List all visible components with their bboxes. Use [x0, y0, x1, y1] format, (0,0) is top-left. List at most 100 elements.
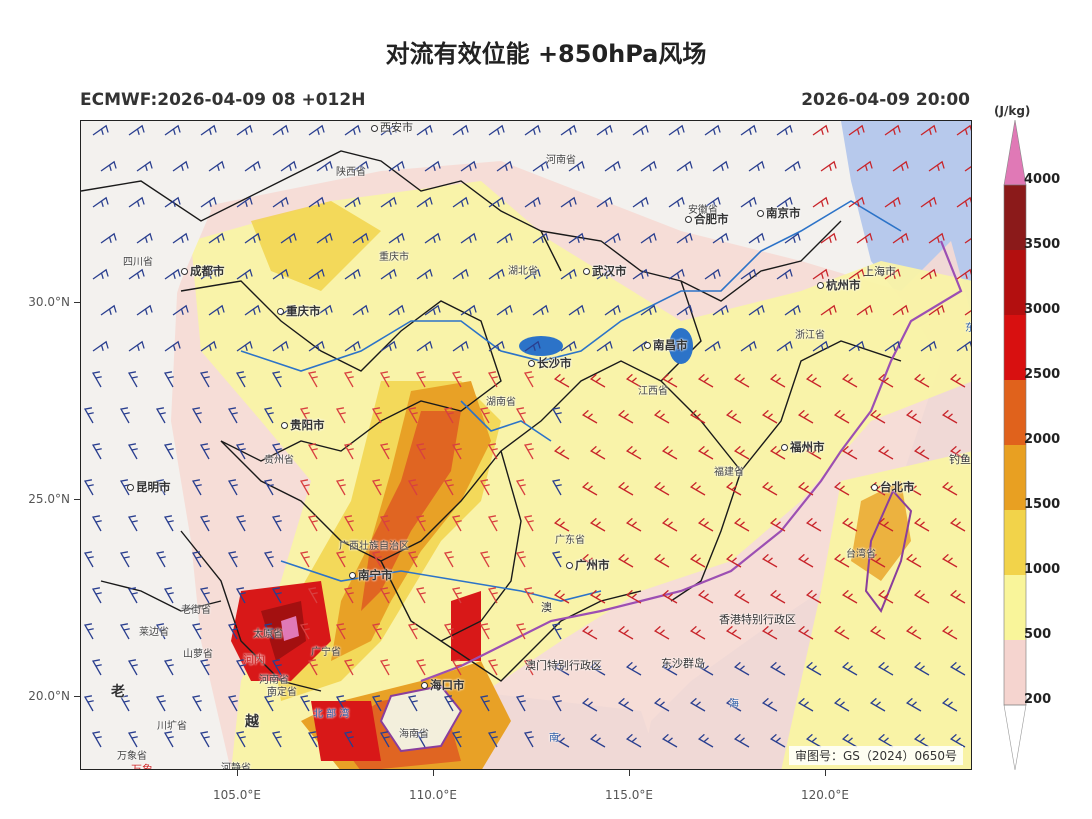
wind-barb — [343, 515, 354, 532]
wind-barb — [551, 407, 562, 424]
wind-barb — [127, 371, 138, 388]
wind-barb — [443, 407, 454, 424]
wind-barb — [581, 697, 598, 712]
colorbar-label-3000: 3000 — [1024, 302, 1061, 317]
colorbar-band-3500-4000 — [1004, 185, 1026, 250]
lon-label-115: 115.0°E — [605, 788, 653, 802]
colorbar-label-4000: 4000 — [1024, 172, 1061, 187]
wind-barb — [697, 733, 714, 748]
wind-barb — [589, 661, 606, 676]
wind-barb — [668, 268, 685, 280]
wind-barb — [560, 340, 577, 352]
wind-barb — [553, 733, 570, 748]
wind-barb — [869, 409, 886, 424]
wind-barb — [272, 340, 289, 352]
wind-barb — [841, 373, 858, 388]
wind-barb — [877, 445, 894, 460]
wind-barb — [956, 124, 971, 136]
wind-barb — [244, 160, 261, 172]
wind-barb — [352, 160, 369, 172]
wind-barb — [776, 196, 793, 208]
wind-barb — [244, 304, 261, 316]
wind-barb — [479, 695, 490, 712]
wind-barb — [479, 623, 490, 640]
wind-barb — [271, 659, 282, 676]
wind-barb — [553, 589, 570, 604]
wind-barb — [416, 196, 433, 208]
colorbar-bottom-extension — [1003, 704, 1027, 771]
wind-barb — [761, 553, 778, 568]
wind-barb — [236, 196, 253, 208]
wind-barb — [625, 661, 642, 676]
wind-barb — [371, 695, 382, 712]
wind-barb — [668, 124, 685, 136]
wind-barb — [344, 268, 361, 280]
wind-barb — [163, 587, 174, 604]
wind-barb — [805, 733, 822, 748]
wind-barb — [797, 553, 814, 568]
wind-barb — [928, 232, 945, 244]
wind-barb — [280, 160, 297, 172]
wind-barb — [725, 697, 742, 712]
wind-barb — [949, 517, 966, 532]
wind-barb — [155, 695, 166, 712]
wind-barb — [100, 160, 117, 172]
wind-barb — [704, 340, 721, 352]
wind-barb — [841, 733, 858, 748]
wind-barb — [617, 697, 634, 712]
wind-barb — [91, 587, 102, 604]
wind-barb — [452, 340, 469, 352]
wind-barb — [172, 304, 189, 316]
wind-barb — [128, 268, 145, 280]
wind-barb — [263, 407, 274, 424]
wind-barb — [617, 625, 634, 640]
wind-barb — [155, 479, 166, 496]
colorbar-band-1000-1500 — [1004, 510, 1026, 575]
wind-barb — [163, 731, 174, 748]
wind-barb — [100, 232, 117, 244]
wind-barb — [805, 517, 822, 532]
wind-barb — [848, 340, 865, 352]
wind-barb — [263, 623, 274, 640]
wind-barb — [833, 553, 850, 568]
wind-barb — [407, 407, 418, 424]
wind-barb — [949, 445, 966, 460]
wind-barb — [451, 515, 462, 532]
cape-1000 — [251, 201, 501, 701]
wind-barb — [661, 373, 678, 388]
wind-barb — [163, 443, 174, 460]
wind-barb — [199, 371, 210, 388]
wind-barb — [127, 731, 138, 748]
wind-barb — [488, 268, 505, 280]
wind-barb — [487, 587, 498, 604]
wind-barb — [949, 589, 966, 604]
wind-barb — [379, 443, 390, 460]
wind-barb — [164, 196, 181, 208]
wind-barb — [523, 659, 534, 676]
wind-barb — [769, 445, 786, 460]
wind-barb — [523, 515, 534, 532]
lat-tickmark-25 — [74, 499, 80, 500]
wind-barb — [308, 124, 325, 136]
wind-barb — [625, 373, 642, 388]
dongting-lake — [519, 336, 563, 356]
wind-barb — [280, 232, 297, 244]
wind-barb — [272, 268, 289, 280]
wind-barb — [704, 268, 721, 280]
label-guangzhou: 广州市 — [566, 557, 610, 573]
wind-barb — [443, 623, 454, 640]
wind-barb — [532, 304, 549, 316]
wind-barb — [581, 409, 598, 424]
label-chongqing: 重庆市 — [277, 303, 321, 319]
wind-barb — [523, 371, 534, 388]
wind-barb — [769, 517, 786, 532]
wind-barb — [661, 733, 678, 748]
wind-barb — [689, 625, 706, 640]
wind-barb — [676, 160, 693, 172]
wind-barb — [263, 695, 274, 712]
colorbar-band-500-1000 — [1004, 575, 1026, 640]
wind-barb — [380, 196, 397, 208]
wind-barb — [892, 304, 909, 316]
wind-barb — [560, 196, 577, 208]
label-sichuan: 四川省 — [123, 257, 153, 268]
